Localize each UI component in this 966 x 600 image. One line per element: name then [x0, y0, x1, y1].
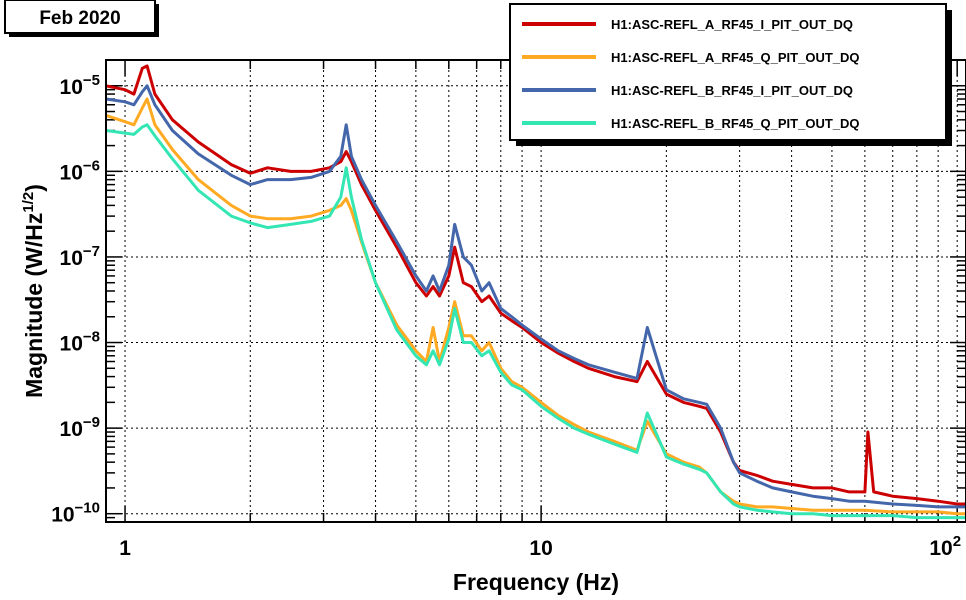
date-badge-text: Feb 2020 [39, 8, 120, 29]
legend-label-4: H1:ASC-REFL_B_RF45_Q_PIT_OUT_DQ [611, 116, 860, 131]
series-line-3 [106, 84, 966, 509]
y-tick-label-3: 10−7 [60, 243, 100, 270]
x-tick-labels: 1 10 102 [119, 533, 961, 560]
minor-ticks [106, 59, 966, 523]
y-axis-title: Magnitude (W/Hz1/2) [20, 184, 47, 398]
y-axis-title-sup: 1/2 [20, 192, 37, 213]
x-tick-label-3: 102 [929, 533, 961, 560]
legend-label-3: H1:ASC-REFL_B_RF45_I_PIT_OUT_DQ [611, 83, 853, 98]
series-line-4 [106, 123, 966, 520]
y-tick-label-6: 10−10 [51, 500, 100, 527]
y-tick-label-4: 10−8 [60, 329, 100, 356]
date-badge: Feb 2020 [4, 0, 159, 37]
date-badge-box [4, 0, 156, 34]
legend-items: H1:ASC-REFL_A_RF45_I_PIT_OUT_DQ H1:ASC-RE… [522, 17, 860, 131]
x-axis-title: Frequency (Hz) [453, 569, 619, 595]
y-tick-label-2: 10−6 [60, 157, 100, 184]
y-axis-title-main: Magnitude (W/Hz [21, 213, 47, 398]
y-tick-labels: 10−5 10−6 10−7 10−8 10−9 10−10 [51, 72, 100, 527]
series-line-2 [106, 97, 966, 516]
y-axis-title-close: ) [21, 184, 47, 192]
series-line-1 [106, 64, 966, 506]
legend-box [509, 3, 947, 141]
x-tick-label-2: 10 [529, 537, 552, 560]
legend: H1:ASC-REFL_A_RF45_I_PIT_OUT_DQ H1:ASC-RE… [509, 3, 952, 146]
legend-label-2: H1:ASC-REFL_A_RF45_Q_PIT_OUT_DQ [611, 50, 860, 65]
legend-label-1: H1:ASC-REFL_A_RF45_I_PIT_OUT_DQ [611, 17, 853, 32]
series-layer [106, 64, 966, 520]
y-tick-label-5: 10−9 [60, 414, 100, 441]
y-tick-label-1: 10−5 [60, 72, 100, 99]
x-tick-label-1: 1 [119, 537, 131, 560]
